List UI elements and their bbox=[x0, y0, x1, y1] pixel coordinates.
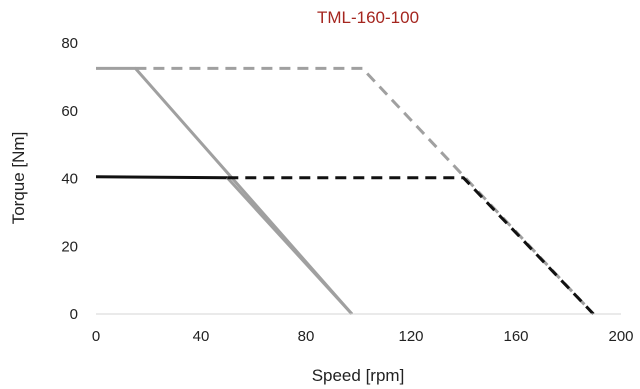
x-tick-label: 160 bbox=[503, 328, 528, 345]
dashed-series-line-5 bbox=[227, 176, 595, 316]
x-tick-label: 80 bbox=[298, 328, 315, 345]
solid-series-line-1 bbox=[96, 66, 354, 315]
y-axis-label: Torque [Nm] bbox=[9, 132, 28, 225]
chart-title: TML-160-100 bbox=[317, 8, 419, 27]
x-axis-label: Speed [rpm] bbox=[312, 366, 405, 385]
y-tick-labels: 0 20 40 60 80 bbox=[61, 35, 78, 323]
solid-series-line-3 bbox=[226, 176, 354, 316]
y-tick-label: 60 bbox=[61, 103, 78, 120]
dashed-series-line-4 bbox=[135, 66, 595, 316]
solid-series-line-2 bbox=[95, 175, 228, 180]
y-tick-label: 40 bbox=[61, 171, 78, 188]
y-tick-label: 80 bbox=[61, 35, 78, 52]
y-tick-label: 0 bbox=[70, 306, 78, 323]
y-tick-label: 20 bbox=[61, 238, 78, 255]
x-tick-label: 120 bbox=[398, 328, 423, 345]
plot-lines bbox=[95, 66, 595, 316]
x-tick-labels: 0 40 80 120 160 200 bbox=[92, 328, 634, 345]
x-tick-label: 200 bbox=[608, 328, 633, 345]
x-tick-label: 40 bbox=[193, 328, 210, 345]
x-tick-label: 0 bbox=[92, 328, 100, 345]
